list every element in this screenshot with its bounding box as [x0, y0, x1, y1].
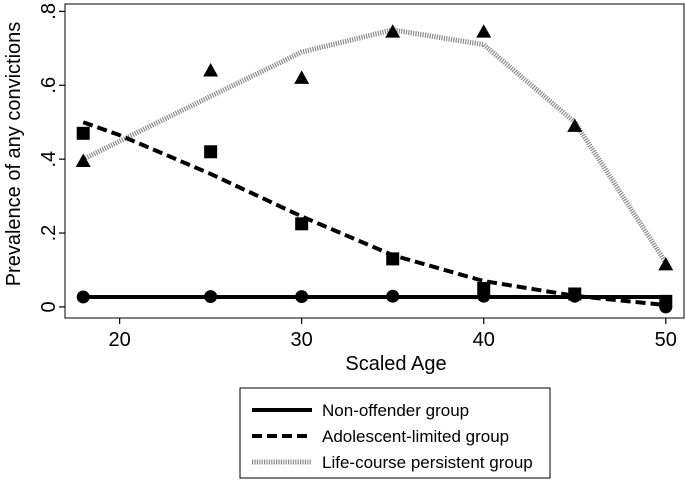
y-tick-label: .2 — [38, 225, 60, 242]
data-point-square — [568, 287, 582, 301]
data-point-square — [295, 217, 309, 231]
data-point-square — [659, 294, 673, 308]
y-tick-label: 0 — [38, 301, 60, 312]
legend-box — [239, 387, 551, 479]
data-point-circle — [386, 289, 400, 303]
x-tick-label: 40 — [473, 329, 495, 351]
data-point-square — [477, 281, 491, 295]
x-tick-label: 20 — [108, 329, 130, 351]
y-tick-label: .8 — [38, 3, 60, 20]
data-point-triangle — [203, 63, 219, 77]
legend-label: Non-offender group — [322, 401, 469, 420]
data-point-triangle — [476, 24, 492, 38]
data-point-triangle — [294, 70, 310, 84]
legend: Non-offender group Adolescent-limited gro… — [239, 387, 551, 479]
legend-label: Life-course persistent group — [322, 453, 533, 472]
plot-frame — [64, 3, 685, 319]
data-point-triangle — [658, 256, 674, 271]
y-tick-label: .4 — [38, 151, 60, 168]
data-point-triangle — [75, 153, 91, 167]
series-line-square — [82, 120, 666, 308]
data-point-triangle — [385, 24, 401, 38]
plot-area — [75, 24, 674, 314]
data-point-triangle — [567, 118, 583, 132]
data-point-circle — [295, 290, 309, 304]
data-point-circle — [204, 290, 218, 304]
x-tick-label: 50 — [655, 329, 677, 351]
legend-label: Adolescent-limited group — [322, 427, 509, 446]
x-axis-label: Scaled Age — [345, 353, 446, 375]
x-tick-label: 30 — [291, 329, 313, 351]
data-point-square — [76, 126, 90, 140]
y-tick-label: .6 — [38, 77, 60, 94]
axes: 20 30 40 50 0 .2 .4 .6 .8 — [38, 3, 685, 351]
y-axis-label: Prevalence of any convictions — [3, 22, 25, 287]
data-point-square — [204, 145, 218, 159]
series-line-triangle — [82, 27, 668, 264]
data-point-square — [386, 252, 400, 266]
data-point-circle — [76, 290, 90, 304]
